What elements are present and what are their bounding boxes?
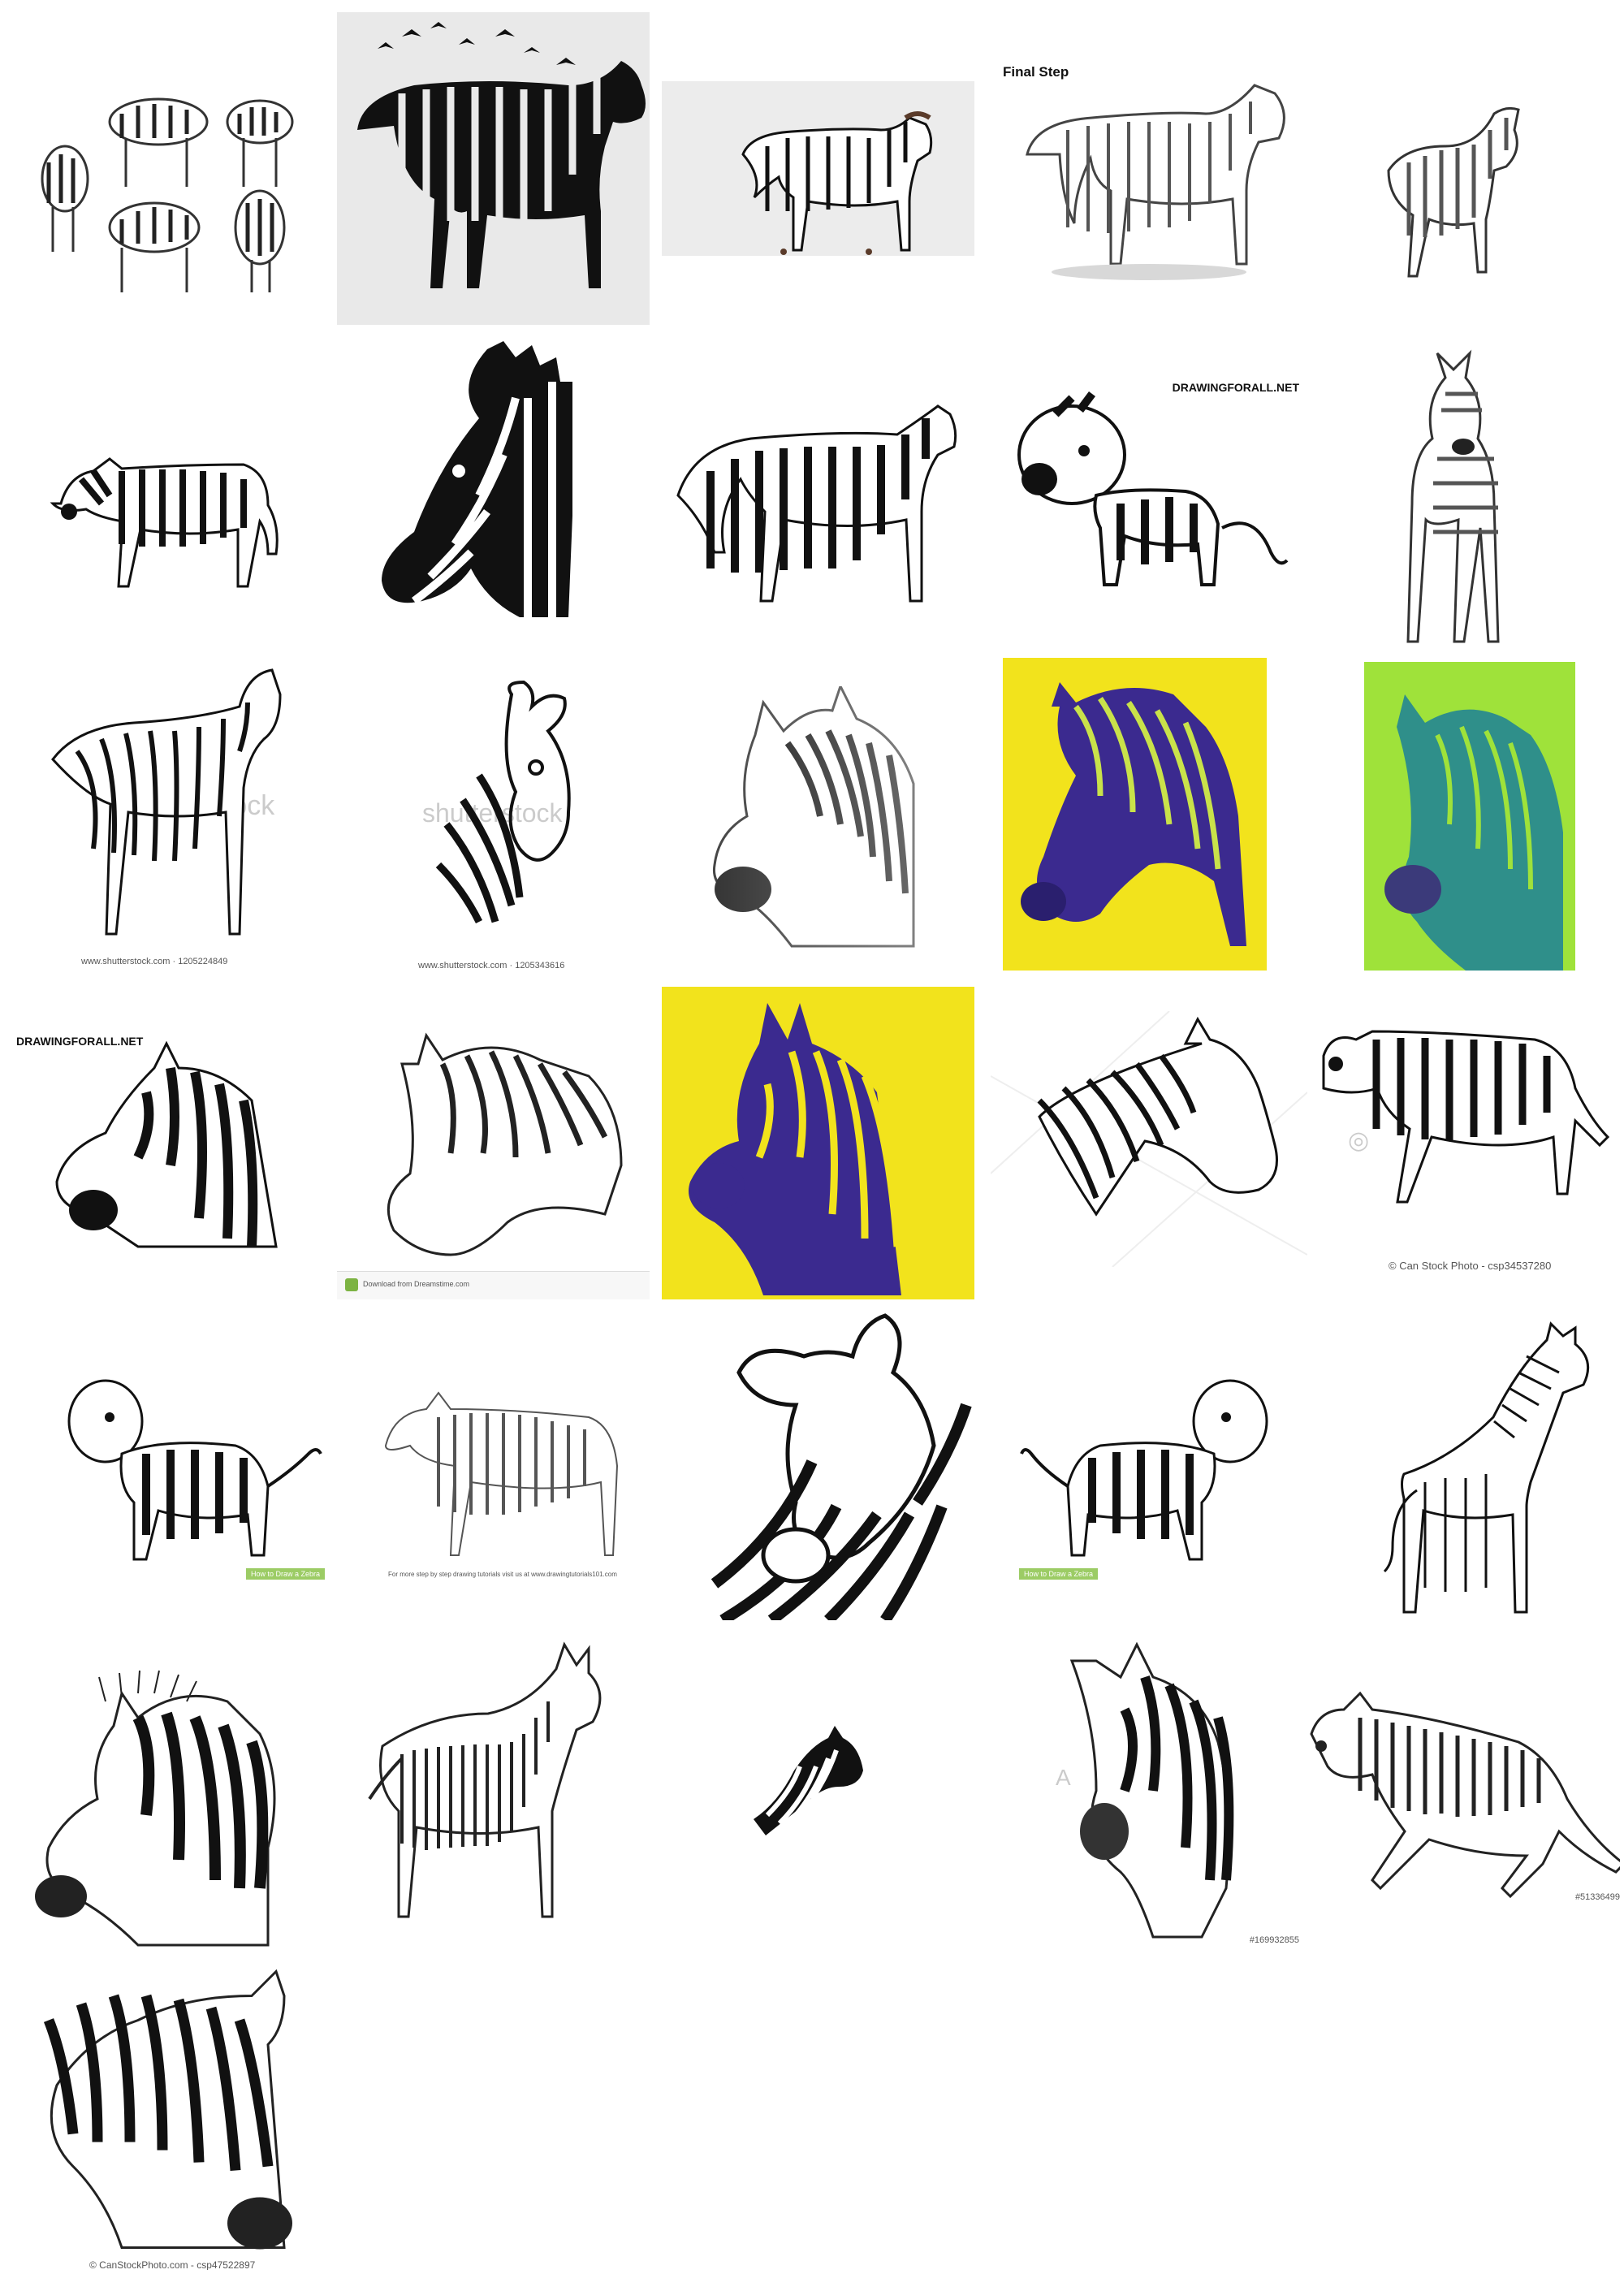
zebra-drawing-icon bbox=[35, 1670, 276, 1947]
zebra-image-15[interactable] bbox=[1364, 662, 1575, 971]
zebra-drawing-icon bbox=[387, 1032, 623, 1256]
strip-text: Download from Dreamstime.com bbox=[363, 1280, 470, 1288]
dreamstime-logo-icon bbox=[345, 1278, 358, 1291]
zebra-drawing-icon bbox=[676, 404, 957, 603]
zebra-drawing-icon bbox=[368, 1641, 602, 1918]
zebra-image-31[interactable]: © CanStockPhoto.com - csp47522897 bbox=[24, 1957, 309, 2270]
zebra-image-4[interactable]: Final Step bbox=[1003, 57, 1299, 288]
watermark-icon: ◎ bbox=[1348, 1127, 1370, 1154]
tile-caption: Final Step bbox=[1003, 64, 1069, 80]
zebra-image-17[interactable]: Download from Dreamstime.com bbox=[337, 1023, 650, 1299]
zebra-drawing-icon bbox=[710, 1313, 972, 1620]
zebra-drawing-icon bbox=[50, 457, 279, 588]
zebra-image-2[interactable] bbox=[337, 12, 650, 325]
zebra-image-7[interactable] bbox=[365, 333, 625, 654]
tile-caption: #51336499 bbox=[1574, 1892, 1620, 1902]
watermark: A bbox=[1056, 1765, 1071, 1790]
zebra-image-18[interactable] bbox=[662, 987, 974, 1299]
zebra-drawing-icon bbox=[706, 686, 934, 962]
zebra-drawing-icon bbox=[1310, 1691, 1620, 1899]
zebra-drawing-icon bbox=[1322, 1030, 1610, 1204]
zebra-drawing-icon bbox=[435, 680, 571, 924]
zebra-drawing-icon bbox=[991, 1011, 1307, 1267]
zebra-image-8[interactable] bbox=[662, 382, 974, 613]
zebra-drawing-icon bbox=[67, 1379, 322, 1561]
zebra-drawing-icon bbox=[382, 341, 605, 625]
zebra-image-26[interactable] bbox=[16, 1669, 296, 1957]
tile-caption: #169932855 bbox=[1249, 1935, 1299, 1945]
zebra-drawing-icon bbox=[1020, 1379, 1268, 1561]
zebra-drawing-icon bbox=[43, 1969, 292, 2250]
zebra-image-13[interactable] bbox=[706, 686, 934, 962]
zebra-image-9[interactable]: DRAWINGFORALL.NET bbox=[1007, 374, 1299, 617]
zebra-image-14[interactable] bbox=[1003, 658, 1267, 971]
tile-caption: © CanStockPhoto.com - csp47522897 bbox=[89, 2259, 256, 2270]
zebra-drawing-icon bbox=[357, 22, 646, 288]
zebra-image-20[interactable]: ◎ © Can Stock Photo - csp34537280 bbox=[1311, 1007, 1620, 1271]
zebra-image-24[interactable]: How to Draw a Zebra bbox=[1019, 1364, 1287, 1580]
tile-caption: DRAWINGFORALL.NET bbox=[1172, 381, 1299, 394]
zebra-image-23[interactable] bbox=[706, 1308, 974, 1620]
zebra-drawing-icon bbox=[1021, 682, 1246, 946]
zebra-image-25[interactable] bbox=[1344, 1308, 1612, 1620]
zebra-image-16[interactable]: DRAWINGFORALL.NET bbox=[16, 1035, 300, 1279]
zebra-image-1[interactable] bbox=[16, 49, 317, 292]
zebra-drawing-icon bbox=[41, 97, 294, 292]
zebra-image-19[interactable] bbox=[991, 1011, 1307, 1267]
zebra-drawing-icon bbox=[384, 1391, 619, 1556]
zebra-image-12[interactable]: shutterstock www.shutterstock.com · 1205… bbox=[414, 678, 625, 971]
zebra-drawing-icon bbox=[1383, 1321, 1590, 1614]
zebra-drawing-icon bbox=[754, 1726, 863, 1835]
tile-caption: For more step by step drawing tutorials … bbox=[388, 1571, 617, 1578]
zebra-drawing-icon bbox=[1017, 391, 1289, 586]
zebra-drawing-icon bbox=[1406, 349, 1500, 643]
zebra-image-30[interactable]: #51336499 bbox=[1303, 1669, 1620, 1925]
zebra-drawing-icon bbox=[1026, 84, 1285, 280]
zebra-image-6[interactable] bbox=[49, 406, 300, 597]
zebra-drawing-icon bbox=[1387, 106, 1520, 278]
tile-caption: www.shutterstock.com · 1205224849 bbox=[81, 957, 228, 966]
tile-caption: www.shutterstock.com · 1205343616 bbox=[418, 961, 565, 971]
zebra-drawing-icon bbox=[51, 668, 282, 936]
zebra-image-3[interactable] bbox=[662, 81, 974, 256]
zebra-image-28[interactable] bbox=[747, 1722, 869, 1844]
zebra-image-11[interactable]: shutterstock www.shutterstock.com · 1205… bbox=[45, 662, 296, 971]
watermark-tag: How to Draw a Zebra bbox=[245, 1568, 325, 1580]
watermark-tag: How to Draw a Zebra bbox=[1019, 1568, 1099, 1580]
tile-caption: DRAWINGFORALL.NET bbox=[16, 1035, 144, 1048]
zebra-image-5[interactable] bbox=[1364, 81, 1539, 284]
zebra-image-27[interactable] bbox=[353, 1636, 650, 1949]
zebra-drawing-icon bbox=[741, 111, 933, 255]
zebra-drawing-icon bbox=[55, 1040, 278, 1248]
zebra-drawing-icon bbox=[689, 1003, 901, 1295]
tile-caption: © Can Stock Photo - csp34537280 bbox=[1389, 1260, 1552, 1271]
zebra-drawing-icon bbox=[1384, 694, 1563, 971]
zebra-image-21[interactable]: How to Draw a Zebra bbox=[57, 1364, 325, 1580]
zebra-image-22[interactable]: For more step by step drawing tutorials … bbox=[374, 1373, 633, 1580]
zebra-image-10[interactable] bbox=[1397, 345, 1539, 646]
download-strip: Download from Dreamstime.com bbox=[337, 1271, 650, 1299]
zebra-image-29[interactable]: A #169932855 bbox=[1056, 1636, 1299, 1945]
zebra-drawing-icon bbox=[1069, 1641, 1234, 1939]
